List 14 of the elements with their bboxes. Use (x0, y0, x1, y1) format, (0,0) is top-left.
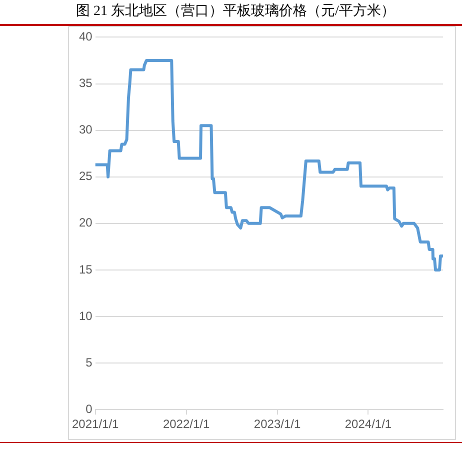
x-tick-label: 2024/1/1 (344, 417, 392, 432)
chart-title: 图 21 东北地区（营口）平板玻璃价格（元/平方米） (75, 2, 396, 20)
x-tick-label: 2023/1/1 (254, 417, 301, 432)
y-tick-label: 15 (78, 262, 93, 276)
y-tick-label: 5 (86, 355, 93, 370)
y-tick-label: 20 (78, 216, 93, 230)
y-tick-label: 35 (78, 76, 93, 90)
y-tick-label: 40 (78, 30, 93, 44)
y-tick-label: 0 (86, 402, 93, 416)
y-tick-label: 10 (78, 308, 93, 323)
y-tick-label: 25 (78, 169, 93, 184)
x-tick-label: 2022/1/1 (162, 417, 210, 432)
x-tick-label: 2021/1/1 (72, 417, 120, 432)
y-tick-label: 30 (78, 122, 93, 137)
